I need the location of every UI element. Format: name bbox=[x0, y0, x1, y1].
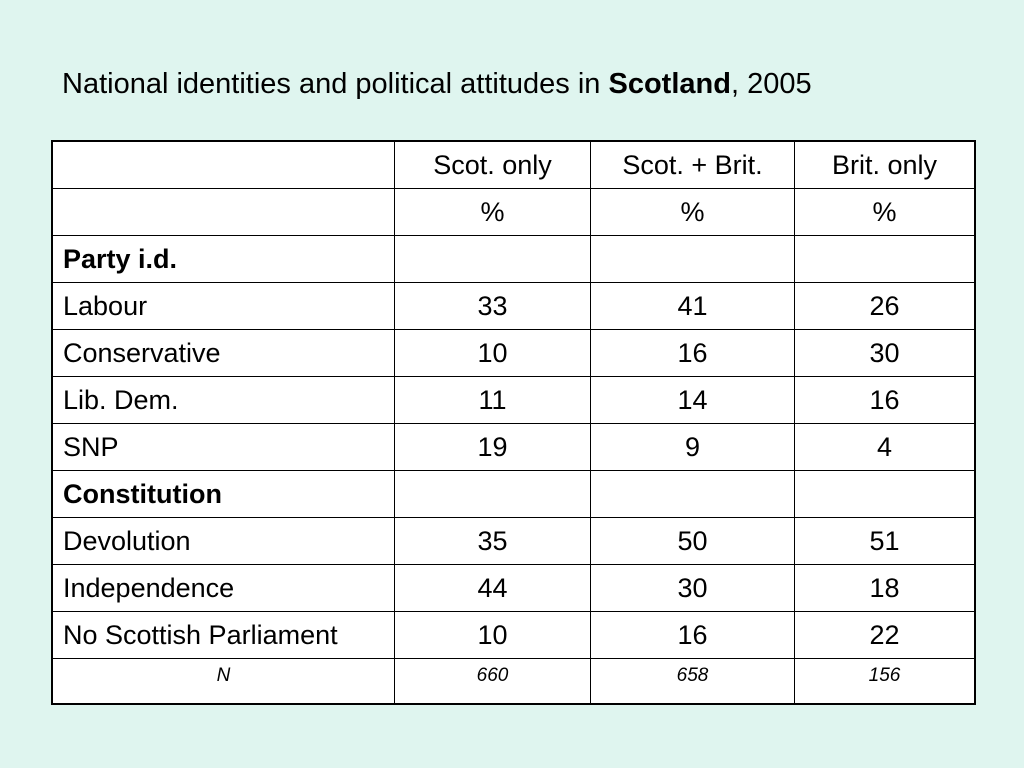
value-cell: 30 bbox=[794, 329, 976, 377]
table-row: Devolution 35 50 51 bbox=[51, 517, 976, 565]
table-row: Lib. Dem. 11 14 16 bbox=[51, 376, 976, 424]
value-cell bbox=[794, 470, 976, 518]
row-label: Party i.d. bbox=[51, 235, 395, 283]
header-row: Scot. only Scot. + Brit. Brit. only bbox=[51, 140, 976, 189]
section-row-constitution: Constitution bbox=[51, 470, 976, 518]
slide-title: National identities and political attitu… bbox=[62, 64, 812, 104]
value-cell: 18 bbox=[794, 564, 976, 612]
table-row: SNP 19 9 4 bbox=[51, 423, 976, 471]
value-cell: 14 bbox=[590, 376, 795, 424]
title-prefix: National identities and political attitu… bbox=[62, 68, 609, 100]
header-cell-blank bbox=[51, 140, 395, 189]
value-cell: 11 bbox=[394, 376, 591, 424]
value-cell: 50 bbox=[590, 517, 795, 565]
row-label: Labour bbox=[51, 282, 395, 330]
value-cell bbox=[794, 235, 976, 283]
value-cell: 51 bbox=[794, 517, 976, 565]
unit-cell: % bbox=[590, 188, 795, 236]
sample-size-label: N bbox=[51, 658, 395, 705]
row-label: SNP bbox=[51, 423, 395, 471]
value-cell: 22 bbox=[794, 611, 976, 659]
value-cell: 9 bbox=[590, 423, 795, 471]
table-row: Labour 33 41 26 bbox=[51, 282, 976, 330]
unit-cell: % bbox=[394, 188, 591, 236]
value-cell bbox=[590, 235, 795, 283]
table-row: Independence 44 30 18 bbox=[51, 564, 976, 612]
value-cell: 10 bbox=[394, 611, 591, 659]
value-cell: 16 bbox=[794, 376, 976, 424]
value-cell: 41 bbox=[590, 282, 795, 330]
value-cell: 16 bbox=[590, 329, 795, 377]
value-cell bbox=[394, 470, 591, 518]
sample-size-row: N 660 658 156 bbox=[51, 658, 976, 705]
sample-size-value: 156 bbox=[794, 658, 976, 705]
unit-cell: % bbox=[794, 188, 976, 236]
title-emphasis: Scotland bbox=[608, 68, 731, 100]
value-cell: 4 bbox=[794, 423, 976, 471]
row-label: Conservative bbox=[51, 329, 395, 377]
row-label: Independence bbox=[51, 564, 395, 612]
row-label: Constitution bbox=[51, 470, 395, 518]
units-row: % % % bbox=[51, 188, 976, 236]
value-cell: 33 bbox=[394, 282, 591, 330]
value-cell bbox=[394, 235, 591, 283]
title-suffix: , 2005 bbox=[730, 68, 812, 100]
value-cell bbox=[590, 470, 795, 518]
value-cell: 10 bbox=[394, 329, 591, 377]
value-cell: 16 bbox=[590, 611, 795, 659]
value-cell: 26 bbox=[794, 282, 976, 330]
header-scot-only: Scot. only bbox=[394, 140, 591, 189]
sample-size-value: 660 bbox=[394, 658, 591, 705]
row-label: Devolution bbox=[51, 517, 395, 565]
row-label: No Scottish Parliament bbox=[51, 611, 395, 659]
header-brit-only: Brit. only bbox=[794, 140, 976, 189]
value-cell: 35 bbox=[394, 517, 591, 565]
section-row-party-id: Party i.d. bbox=[51, 235, 976, 283]
header-scot-brit: Scot. + Brit. bbox=[590, 140, 795, 189]
value-cell: 19 bbox=[394, 423, 591, 471]
units-cell-blank bbox=[51, 188, 395, 236]
sample-size-value: 658 bbox=[590, 658, 795, 705]
table-row: Conservative 10 16 30 bbox=[51, 329, 976, 377]
value-cell: 44 bbox=[394, 564, 591, 612]
row-label: Lib. Dem. bbox=[51, 376, 395, 424]
identity-attitudes-table: Scot. only Scot. + Brit. Brit. only % % … bbox=[51, 140, 976, 705]
table-row: No Scottish Parliament 10 16 22 bbox=[51, 611, 976, 659]
value-cell: 30 bbox=[590, 564, 795, 612]
